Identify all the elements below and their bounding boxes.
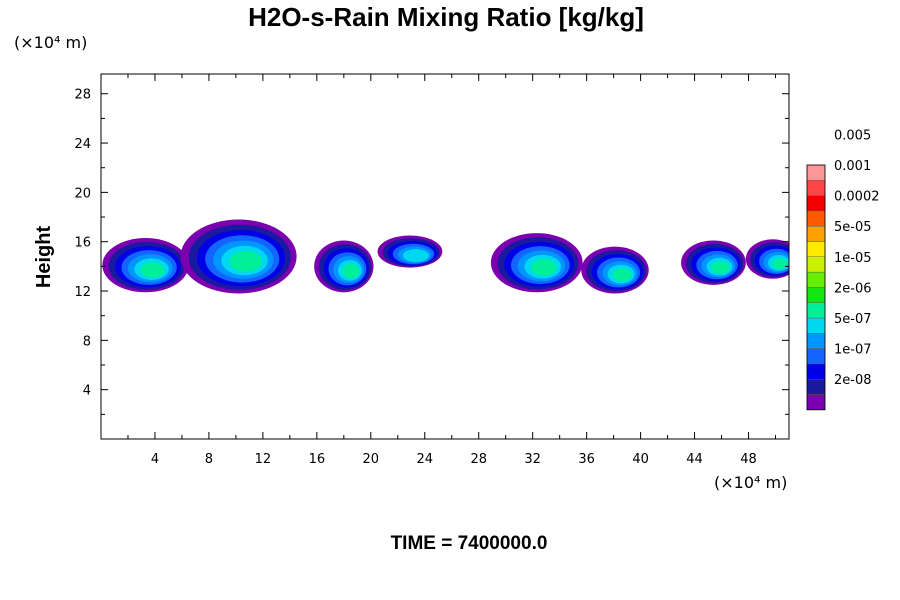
x-tick-label: 28 <box>470 452 487 467</box>
legend-swatch <box>806 348 826 365</box>
legend-label: 5e-05 <box>834 220 872 235</box>
y-tick-label: 28 <box>74 88 91 103</box>
legend-swatch <box>806 379 826 395</box>
y-axis: 4 8 12 16 20 24 28 <box>74 88 789 415</box>
cloud-6 <box>581 246 649 294</box>
plot-frame <box>100 73 790 440</box>
y-tick-label: 20 <box>74 186 91 201</box>
cloud-7 <box>681 240 746 285</box>
x-tick-label: 40 <box>632 452 649 467</box>
contour-level-7 <box>772 258 788 270</box>
y-tick-label: 12 <box>74 285 91 300</box>
legend-frame <box>806 164 826 411</box>
x-tick-label: 44 <box>686 452 703 467</box>
x-tick-label: 32 <box>524 452 541 467</box>
legend-label: 0.005 <box>834 128 871 143</box>
cloud-4 <box>377 235 443 268</box>
x-tick-label: 24 <box>416 452 433 467</box>
contour-level-7 <box>342 263 360 279</box>
legend-label: 2e-08 <box>834 373 872 388</box>
y-tick-label: 4 <box>83 384 91 399</box>
y-tick-label: 8 <box>83 334 91 349</box>
legend-label: 5e-07 <box>834 312 872 327</box>
contour-level-7 <box>229 250 263 272</box>
legend-swatch <box>806 195 826 212</box>
legend-swatch <box>806 271 826 288</box>
legend-label: 2e-06 <box>834 281 872 296</box>
cloud-3 <box>314 240 374 293</box>
x-tick-label: 48 <box>740 452 757 467</box>
legend-swatch <box>806 302 826 319</box>
contour-level-7 <box>612 268 632 282</box>
y-tick-label: 16 <box>74 236 91 251</box>
legend-swatch <box>806 210 826 227</box>
contour-level-7 <box>140 262 165 278</box>
chart-title: H2O-s-Rain Mixing Ratio [kg/kg] <box>248 2 644 32</box>
x-tick-label: 36 <box>578 452 595 467</box>
x-tick-label: 4 <box>151 452 159 467</box>
legend-swatch <box>806 317 826 334</box>
contour-level-7 <box>531 259 557 276</box>
color-legend: 2e-08 1e-07 5e-07 2e-06 1e-05 5e-05 0.0002 0.00… <box>806 128 880 411</box>
y-axis-label: Height <box>33 226 55 289</box>
cloud-2 <box>180 219 297 294</box>
legend-swatch <box>806 287 826 303</box>
legend-swatch <box>806 256 826 273</box>
legend-swatch <box>806 333 826 349</box>
cloud-1 <box>102 238 189 293</box>
cloud-5 <box>490 233 583 293</box>
legend-swatch <box>806 180 826 196</box>
contour-level-7 <box>711 261 730 274</box>
x-tick-label: 12 <box>255 452 272 467</box>
legend-label: 1e-05 <box>834 251 872 266</box>
x-tick-label: 8 <box>205 452 213 467</box>
legend-label: 1e-07 <box>834 343 872 358</box>
contour-level-6 <box>402 249 429 262</box>
legend-label: 0.001 <box>834 159 871 174</box>
legend-swatch <box>806 241 826 258</box>
legend-swatch <box>806 164 826 181</box>
x-unit-label: (×10⁴ m) <box>714 473 787 492</box>
legend-label: 0.0002 <box>834 190 880 205</box>
time-label: TIME = 7400000.0 <box>391 533 548 554</box>
cloud-8 <box>745 239 789 279</box>
legend-swatch <box>806 363 826 380</box>
y-tick-label: 24 <box>74 137 91 152</box>
legend-swatch <box>806 225 826 242</box>
x-axis: 4 8 12 16 20 24 28 32 36 40 44 48 <box>127 74 777 467</box>
contour-field <box>102 219 789 294</box>
x-tick-label: 16 <box>309 452 326 467</box>
legend-swatch <box>806 394 826 411</box>
y-unit-label: (×10⁴ m) <box>14 33 87 52</box>
x-tick-label: 20 <box>363 452 380 467</box>
